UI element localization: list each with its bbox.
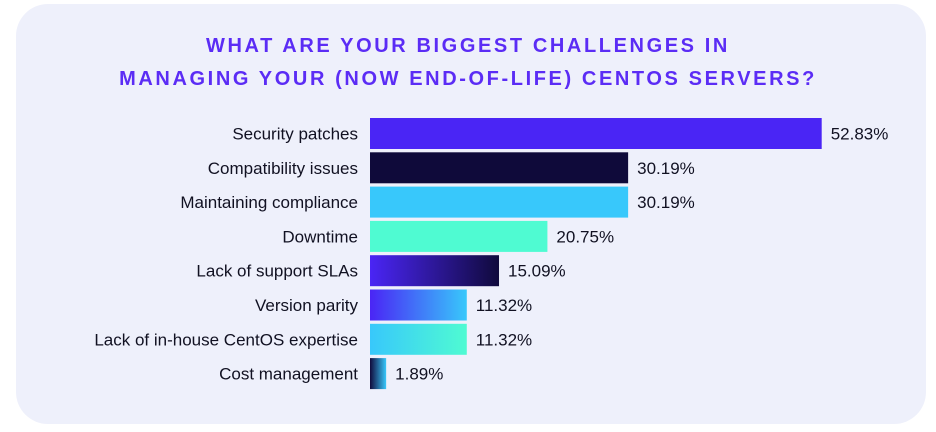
bar-2 (370, 152, 629, 184)
chart-title-line-1: WHAT ARE YOUR BIGGEST CHALLENGES IN (206, 35, 730, 57)
bar-4 (370, 220, 548, 252)
value-label-8: 1.89% (395, 365, 443, 384)
value-label-6: 11.32% (476, 296, 532, 315)
category-label-8: Cost management (219, 365, 358, 384)
category-label-4: Downtime (282, 227, 358, 246)
category-label-7: Lack of in-house CentOS expertise (94, 330, 358, 349)
bar-7 (370, 323, 467, 355)
chart-title-line-2: MANAGING YOUR (NOW END-OF-LIFE) CENTOS S… (119, 68, 817, 90)
bar-3 (370, 186, 629, 218)
value-label-7: 11.32% (476, 330, 532, 349)
bar-1 (370, 118, 822, 149)
bar-6 (370, 289, 467, 321)
value-label-3: 30.19% (637, 193, 695, 212)
category-label-2: Compatibility issues (208, 159, 358, 178)
bar-5 (370, 255, 500, 287)
category-label-1: Security patches (232, 125, 358, 144)
bars-layer: Security patches 52.83% Compatibility issu… (94, 118, 889, 390)
value-label-4: 20.75% (556, 227, 614, 246)
value-label-5: 15.09% (508, 262, 566, 281)
value-label-1: 52.83% (831, 125, 889, 144)
category-label-5: Lack of support SLAs (196, 262, 358, 281)
bar-8 (370, 358, 387, 390)
category-label-6: Version parity (255, 296, 358, 315)
category-label-3: Maintaining compliance (180, 193, 358, 212)
chart-title: WHAT ARE YOUR BIGGEST CHALLENGES IN MANA… (0, 30, 936, 96)
value-label-2: 30.19% (637, 159, 695, 178)
